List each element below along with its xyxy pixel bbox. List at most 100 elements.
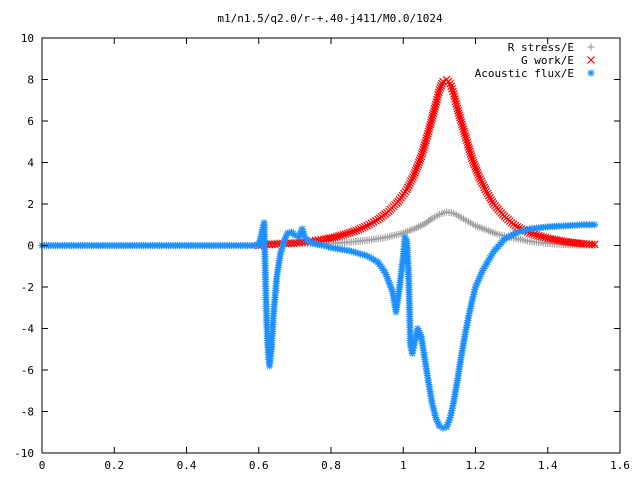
- marker-stroke: [429, 109, 438, 118]
- marker-stroke: [421, 136, 430, 145]
- data-point-fill: [467, 152, 476, 161]
- marker-stroke: [476, 175, 485, 184]
- data-point-fill: [335, 232, 343, 240]
- data-point-fill: [307, 238, 315, 246]
- marker-stroke: [354, 225, 363, 234]
- marker-stroke: [330, 233, 339, 242]
- data-point-fill: [414, 160, 423, 169]
- data-point-fill: [371, 216, 380, 225]
- marker-stroke: [548, 235, 557, 244]
- marker-stroke: [456, 113, 464, 122]
- marker-stroke: [463, 138, 472, 147]
- data-point-fill: [469, 158, 478, 167]
- data-point-fill: [464, 143, 473, 151]
- data-point-fill: [413, 162, 422, 171]
- data-point-fill: [350, 227, 359, 236]
- marker-stroke: [323, 243, 330, 250]
- marker-stroke: [431, 102, 440, 111]
- data-point-fill: [345, 228, 354, 237]
- data-point-fill: [432, 98, 441, 106]
- marker-stroke: [430, 404, 437, 412]
- marker-stroke: [348, 228, 356, 236]
- data-point-fill: [339, 230, 348, 239]
- data-point-fill: [420, 141, 429, 149]
- marker-stroke: [299, 228, 307, 235]
- marker-stroke: [468, 156, 477, 165]
- marker-stroke: [452, 102, 461, 111]
- data-point-fill: [422, 134, 431, 143]
- marker-stroke: [358, 223, 367, 232]
- marker-stroke: [431, 409, 438, 416]
- marker-stroke: [457, 118, 466, 127]
- data-point-fill: [534, 231, 543, 240]
- marker-stroke: [406, 179, 414, 188]
- marker-stroke: [462, 136, 471, 145]
- data-point-fill: [423, 131, 432, 140]
- data-point-fill: [481, 185, 490, 194]
- y-tick-label: 2: [27, 198, 34, 211]
- x-tick-label: 1.6: [610, 459, 630, 472]
- data-point-fill: [403, 183, 412, 192]
- marker-stroke: [290, 239, 298, 248]
- data-point-fill: [409, 173, 417, 181]
- data-point: [417, 152, 426, 161]
- marker-stroke: [409, 173, 417, 181]
- marker-stroke: [430, 107, 438, 116]
- tick-layer: 0 0.2 0.4 0.6 0.8 1 1.2 1.4 1.6 10 8 6 4 2 0 -2 -4 -6 -8 -1…: [14, 32, 630, 472]
- marker-stroke: [412, 164, 421, 173]
- marker-stroke: [511, 221, 520, 230]
- x-tick-label: 0: [39, 459, 46, 472]
- marker-stroke: [530, 230, 539, 239]
- data-point-fill: [419, 145, 428, 154]
- marker-stroke: [413, 162, 422, 171]
- marker-stroke: [420, 143, 428, 152]
- data-point: [449, 90, 458, 98]
- data-point-fill: [367, 219, 376, 228]
- data-point-fill: [478, 179, 487, 188]
- marker-stroke: [452, 99, 461, 108]
- marker-stroke: [420, 141, 429, 149]
- data-point-fill: [406, 179, 414, 188]
- marker-stroke: [302, 236, 309, 243]
- marker-stroke: [410, 168, 419, 177]
- marker-stroke: [459, 124, 468, 133]
- marker-stroke: [546, 234, 554, 243]
- marker-stroke: [425, 122, 434, 131]
- marker-stroke: [478, 179, 487, 188]
- data-point-fill: [423, 129, 432, 138]
- data-point: [402, 185, 411, 194]
- marker-stroke: [402, 185, 411, 194]
- data-point-fill: [451, 97, 460, 106]
- data-point-fill: [460, 127, 468, 136]
- marker-stroke: [361, 222, 369, 231]
- marker-stroke: [268, 240, 277, 249]
- data-point-fill: [420, 143, 428, 152]
- marker-stroke: [320, 242, 327, 249]
- marker-stroke: [305, 237, 312, 244]
- marker-stroke: [365, 220, 374, 229]
- data-point-fill: [462, 134, 470, 142]
- marker-stroke: [436, 83, 445, 92]
- legend-marker: [587, 43, 595, 51]
- marker-stroke: [367, 219, 376, 228]
- marker-stroke: [590, 240, 599, 249]
- marker-stroke: [481, 185, 490, 194]
- data-point-fill: [332, 232, 341, 241]
- marker-stroke: [273, 240, 282, 248]
- data-point-fill: [457, 118, 466, 127]
- y-tick-label: -6: [21, 364, 34, 377]
- marker-stroke: [550, 235, 559, 244]
- x-tick-label: 0.6: [249, 459, 269, 472]
- marker-stroke: [543, 234, 552, 243]
- marker-stroke: [414, 160, 423, 169]
- marker-stroke: [487, 195, 496, 204]
- data-point: [475, 173, 484, 181]
- data-point: [591, 221, 599, 229]
- marker-stroke: [356, 224, 365, 233]
- data-point-fill: [474, 171, 483, 179]
- marker-stroke: [350, 227, 359, 236]
- data-point-fill: [426, 120, 435, 129]
- marker-stroke: [407, 177, 415, 186]
- marker-stroke: [426, 120, 435, 129]
- data-point-fill: [476, 175, 485, 184]
